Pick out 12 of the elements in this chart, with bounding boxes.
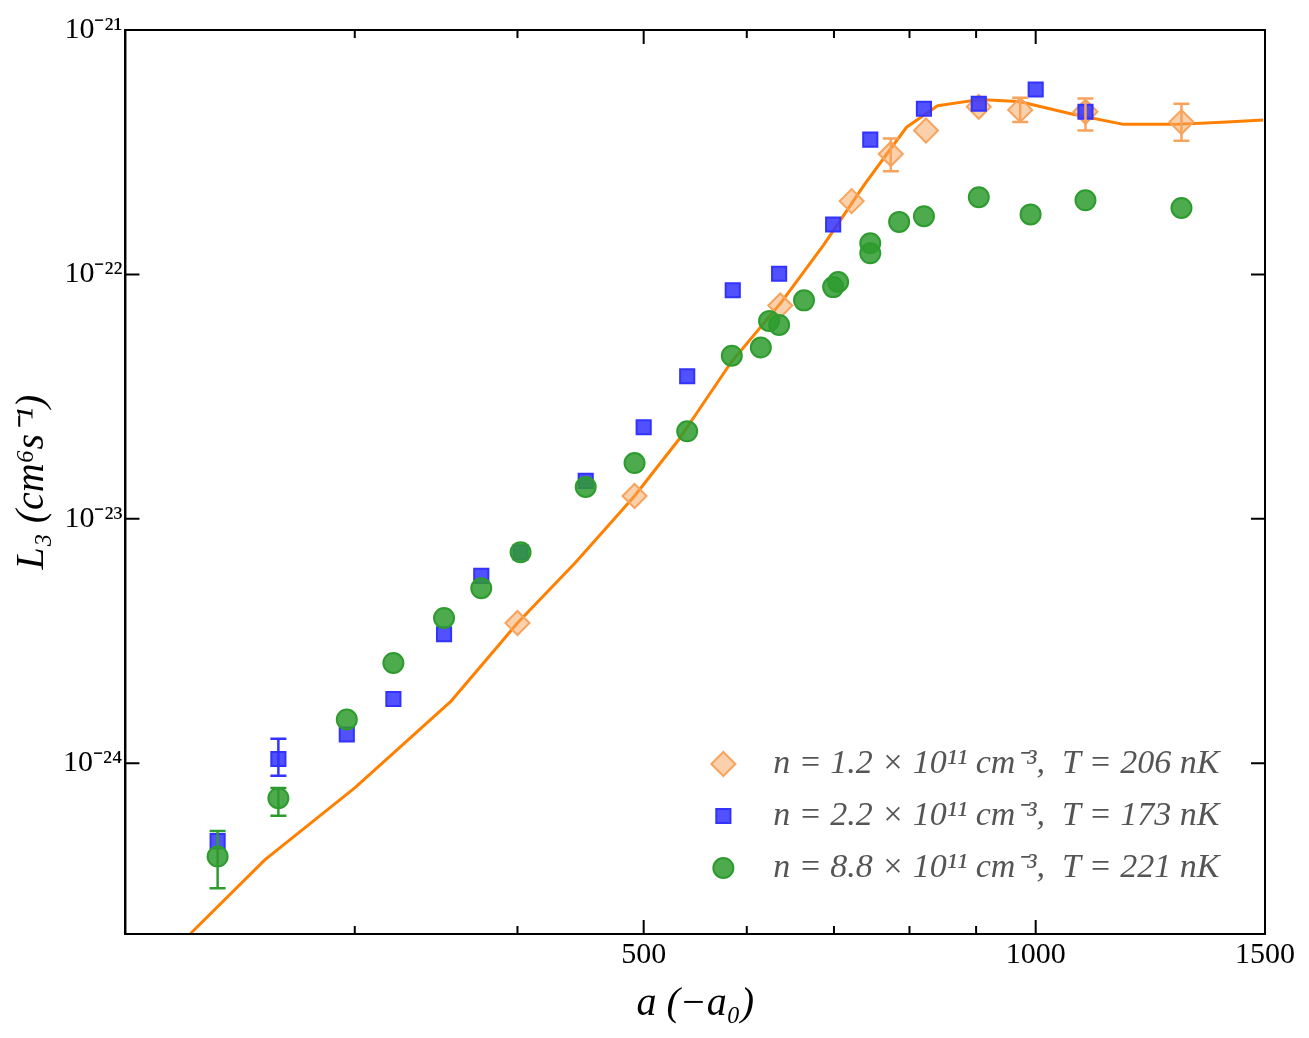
x-tick-label: 500 (621, 935, 667, 969)
y-tick-label: 10⁻²¹ (64, 10, 123, 44)
x-axis-title: a (−a₀) (636, 978, 754, 1024)
legend-label: n = 1.2 × 10¹¹ cm⁻³, T = 206 nK (773, 742, 1222, 780)
legend-label: n = 2.2 × 10¹¹ cm⁻³, T = 173 nK (773, 794, 1222, 832)
y-axis-title: L₃ (cm⁶s⁻¹) (6, 394, 52, 571)
legend-label: n = 8.8 × 10¹¹ cm⁻³, T = 221 nK (773, 846, 1222, 884)
x-tick-label: 1000 (1005, 935, 1066, 969)
y-tick-label: 10⁻²² (64, 255, 123, 289)
y-tick-label: 10⁻²³ (64, 499, 123, 533)
x-tick-label: 1500 (1235, 935, 1295, 969)
y-tick-label: 10⁻²⁴ (63, 744, 123, 778)
